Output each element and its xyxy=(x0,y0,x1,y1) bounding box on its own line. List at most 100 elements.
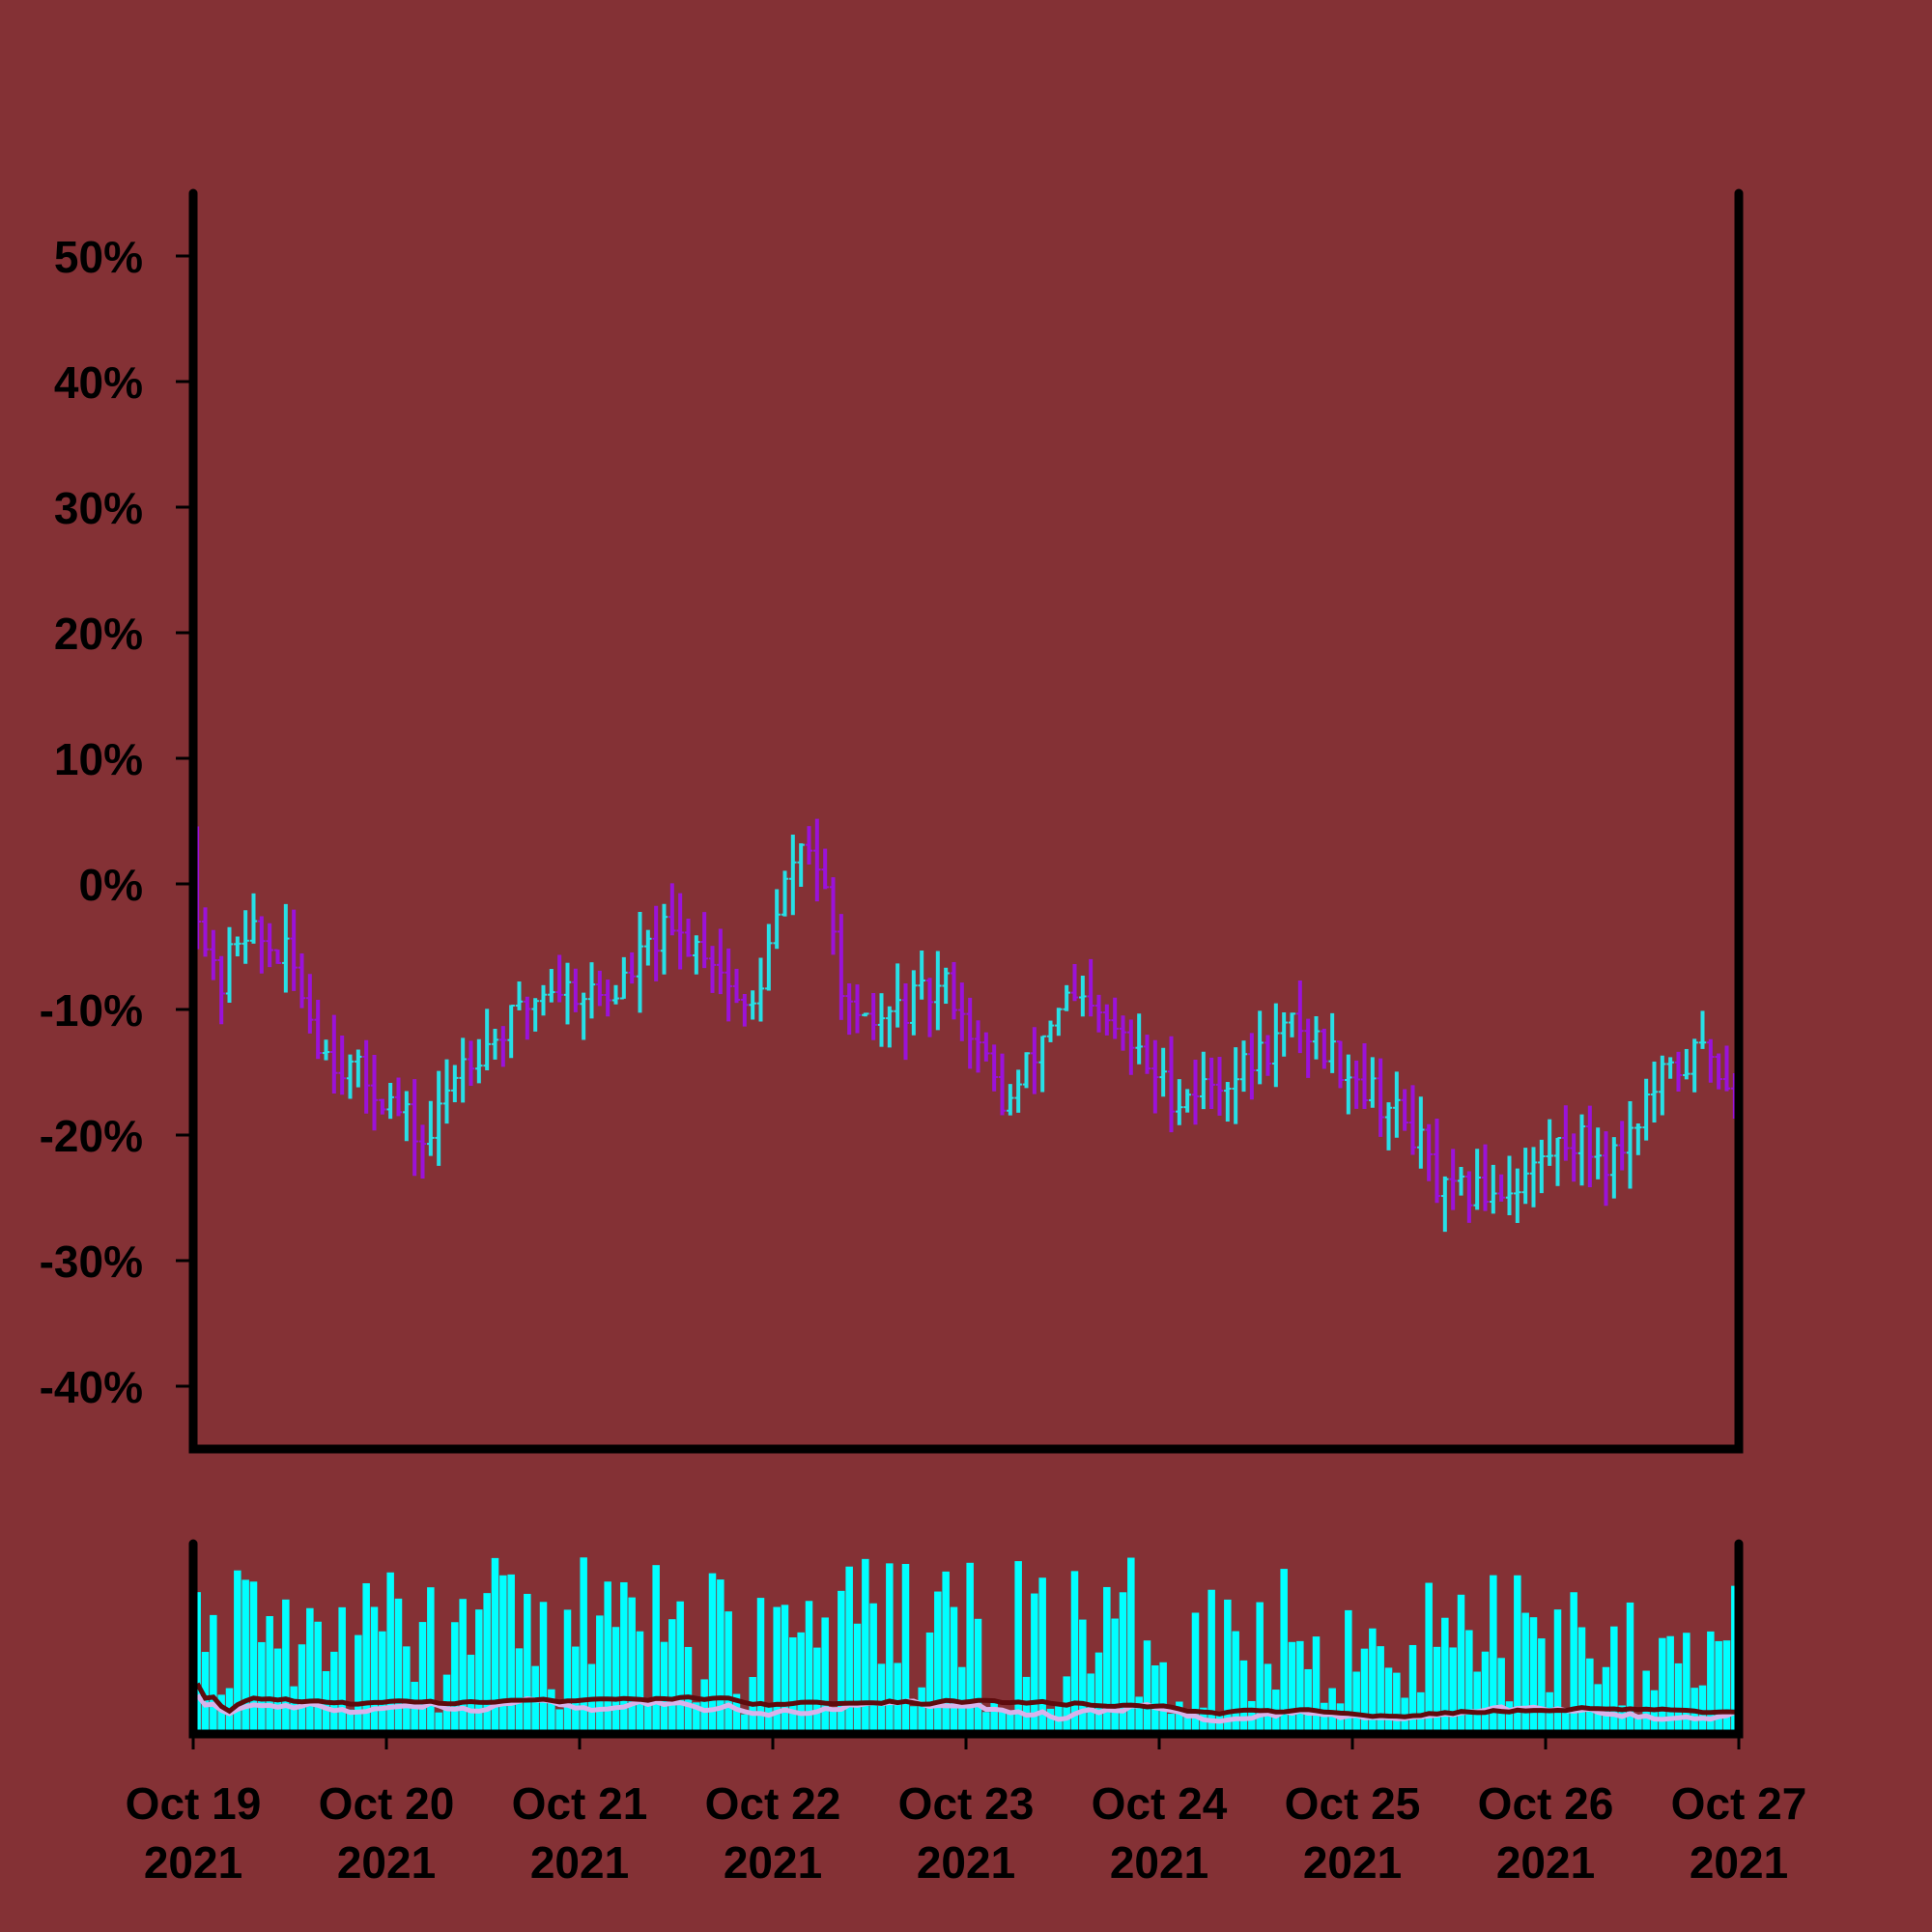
ohlc-bar xyxy=(306,974,314,1034)
volume-bar xyxy=(1031,1593,1038,1734)
ohlc-bar xyxy=(548,969,555,1003)
volume-bar xyxy=(693,1702,700,1734)
volume-bar xyxy=(773,1606,781,1734)
volume-bar xyxy=(668,1619,676,1734)
ohlc-bar xyxy=(789,834,797,916)
volume-bar xyxy=(869,1603,877,1734)
volume-bar xyxy=(838,1590,845,1734)
ohlc-bar xyxy=(1642,1078,1650,1141)
ohlc-bar xyxy=(684,918,693,957)
volume-bar xyxy=(1296,1640,1304,1734)
ohlc-bar xyxy=(282,903,290,993)
volume-bar xyxy=(604,1581,611,1734)
volume-bar xyxy=(1610,1626,1618,1734)
volume-bar xyxy=(1441,1617,1449,1734)
ohlc-bar xyxy=(1666,1057,1674,1079)
ohlc-bar xyxy=(1683,1048,1690,1080)
ohlc-bar xyxy=(555,954,563,1003)
ohlc-bar xyxy=(1336,1040,1345,1089)
volume-bar xyxy=(1514,1575,1521,1734)
y-tick-label: 0% xyxy=(79,860,143,910)
ohlc-bar xyxy=(1224,1082,1232,1122)
volume-bar xyxy=(644,1702,652,1734)
ohlc-bar xyxy=(797,842,805,887)
y-tick-label: -20% xyxy=(40,1111,143,1161)
volume-bar xyxy=(1473,1671,1481,1734)
ohlc-bar xyxy=(708,946,717,993)
volume-bar xyxy=(1634,1716,1642,1734)
ohlc-bar xyxy=(435,1070,442,1166)
ohlc-bar xyxy=(636,912,644,1013)
volume-bar xyxy=(435,1712,442,1734)
ohlc-bar xyxy=(298,952,306,1009)
volume-bar xyxy=(491,1557,499,1734)
ohlc-bar xyxy=(1183,1089,1191,1113)
ohlc-bar xyxy=(201,907,210,957)
volume-bar xyxy=(234,1570,242,1734)
volume-bar xyxy=(1070,1571,1079,1734)
ohlc-bar xyxy=(1618,1121,1626,1171)
ohlc-bar xyxy=(411,1079,418,1177)
ohlc-bar xyxy=(249,893,258,944)
ohlc-bar xyxy=(531,998,539,1032)
ohlc-bar xyxy=(1022,1052,1031,1089)
ohlc-bar xyxy=(515,981,524,1010)
ohlc-bar xyxy=(1417,1096,1425,1169)
volume-bar xyxy=(1659,1637,1666,1734)
ohlc-bar xyxy=(1167,1036,1176,1133)
volume-bar xyxy=(475,1609,483,1734)
volume-bar xyxy=(314,1621,322,1734)
ohlc-bar xyxy=(1408,1085,1417,1155)
volume-bar xyxy=(596,1615,604,1734)
volume-bar xyxy=(1377,1646,1384,1734)
volume-bar xyxy=(628,1597,636,1734)
ohlc-bar xyxy=(1401,1089,1408,1131)
ohlc-bar xyxy=(611,984,620,1005)
ohlc-bar xyxy=(386,1083,394,1120)
ohlc-bar xyxy=(1046,1020,1055,1042)
ohlc-bar xyxy=(1602,1131,1610,1207)
ohlc-bar xyxy=(1674,1051,1683,1092)
volume-bar xyxy=(1538,1638,1546,1734)
ohlc-bar xyxy=(717,928,724,995)
ohlc-bar xyxy=(370,1055,379,1131)
volume-bar xyxy=(1393,1672,1401,1734)
ohlc-bar xyxy=(1232,1047,1239,1124)
volume-bar xyxy=(982,1712,990,1734)
volume-bar xyxy=(524,1593,531,1734)
y-tick-label: 40% xyxy=(54,357,143,408)
x-tick-label-date: Oct 25 xyxy=(1285,1778,1421,1829)
ohlc-bar xyxy=(1007,1084,1014,1116)
x-tick-label-date: Oct 24 xyxy=(1092,1778,1228,1829)
ohlc-bar xyxy=(974,1020,982,1073)
volume-bar xyxy=(813,1647,821,1734)
ohlc-bar xyxy=(604,980,611,1017)
ohlc-bar xyxy=(1063,984,1070,1011)
volume-bar xyxy=(1666,1635,1674,1734)
volume-bar xyxy=(805,1601,813,1734)
ohlc-bar xyxy=(1393,1071,1401,1138)
volume-bar xyxy=(1408,1644,1417,1734)
ohlc-bar xyxy=(1715,1053,1722,1090)
volume-bar xyxy=(1159,1662,1167,1734)
ohlc-bar xyxy=(491,1028,499,1060)
ohlc-bar xyxy=(1650,1061,1659,1122)
ohlc-bar xyxy=(1465,1171,1473,1223)
volume-bar xyxy=(355,1634,362,1734)
ohlc-bar xyxy=(355,1049,362,1088)
ohlc-bar xyxy=(1143,1035,1151,1074)
x-tick-label-date: Oct 21 xyxy=(512,1778,648,1829)
ohlc-bar xyxy=(1304,1018,1312,1078)
volume-bar xyxy=(950,1606,958,1734)
ohlc-bar xyxy=(1497,1174,1505,1202)
ohlc-bar xyxy=(451,1065,459,1103)
volume-bar xyxy=(403,1646,411,1734)
ohlc-bar xyxy=(1577,1114,1586,1186)
volume-bar xyxy=(394,1598,403,1734)
volume-bar xyxy=(845,1566,853,1734)
ohlc-bar xyxy=(507,1005,515,1059)
ohlc-bar xyxy=(918,950,925,1000)
ohlc-bar xyxy=(1111,997,1119,1039)
ohlc-bar xyxy=(862,1012,869,1017)
ohlc-bar xyxy=(418,1124,427,1179)
